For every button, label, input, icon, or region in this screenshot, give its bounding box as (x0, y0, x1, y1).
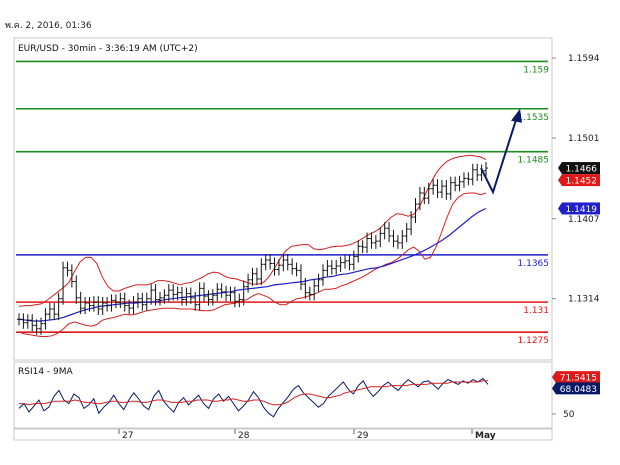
level-label-2: 1.1485 (518, 156, 550, 166)
y-tick-label: 1.1594 (568, 54, 600, 64)
x-tick-label: 27 (122, 431, 133, 441)
level-label-0: 1.159 (523, 65, 549, 75)
price-badge-2: 1.1419 (566, 205, 598, 215)
projection-arrow-head (511, 108, 522, 123)
price-badge-0-bg (562, 162, 600, 175)
y-axis-layer: 1.1594 1.1501 1.1407 1.1314 (552, 54, 600, 305)
level-label-3: 1.1365 (518, 259, 550, 269)
price-badge-0: 1.1466 (566, 165, 598, 175)
rsi-ma-line (19, 380, 488, 406)
moving-average-line (18, 207, 487, 322)
price-badge-2-pointer (558, 202, 562, 215)
y-tick-label: 1.1501 (568, 134, 600, 144)
level-label-1: 1.1535 (518, 113, 550, 123)
rsi-badge-0-pointer (552, 371, 556, 384)
x-axis-layer: 27 28 29 May (118, 429, 496, 441)
level-label-5: 1.1275 (518, 336, 550, 346)
chart-title: EUR/USD - 30min - 3:36:19 AM (UTC+2) (18, 44, 198, 54)
rsi-panel-frame (13, 361, 553, 429)
price-badge-1-pointer (558, 174, 562, 187)
x-axis-strip (13, 428, 553, 441)
levels-layer: 1.159 1.1535 1.1485 1.1365 1.131 1.1275 (16, 60, 550, 346)
badges-layer: 1.1466 1.1452 1.1419 (558, 162, 600, 215)
rsi-badge-1: 68.0483 (560, 385, 597, 395)
projection-arrow-line (480, 116, 518, 195)
bollinger-lower-line (18, 192, 487, 337)
price-layer (17, 162, 488, 335)
price-badge-1: 1.1452 (566, 177, 598, 187)
rsi-badge-0-bg (556, 371, 600, 384)
price-badge-0-pointer (558, 162, 562, 175)
main-plot-frame (13, 37, 553, 361)
rsi-badge-0: 71.5415 (560, 374, 597, 384)
header-timestamp: พ.ค. 2, 2016, 01:36 (5, 21, 92, 31)
rsi-y-tick-label: 50 (563, 410, 575, 420)
price-badge-1-bg (562, 174, 600, 187)
x-tick-label: May (475, 431, 496, 441)
y-tick-label: 1.1314 (568, 295, 600, 305)
moving-average-layer (18, 207, 487, 322)
x-tick-label: 29 (357, 431, 369, 441)
rsi-badge-1-bg (556, 382, 600, 395)
projection-layer (480, 108, 522, 195)
rsi-title: RSI14 - 9MA (18, 367, 74, 377)
price-badge-2-bg (562, 202, 600, 215)
rsi-badge-1-pointer (552, 382, 556, 395)
y-tick-label: 1.1407 (568, 215, 600, 225)
rsi-line (18, 377, 489, 418)
x-tick-label: 28 (238, 431, 250, 441)
level-label-4: 1.131 (523, 306, 549, 316)
